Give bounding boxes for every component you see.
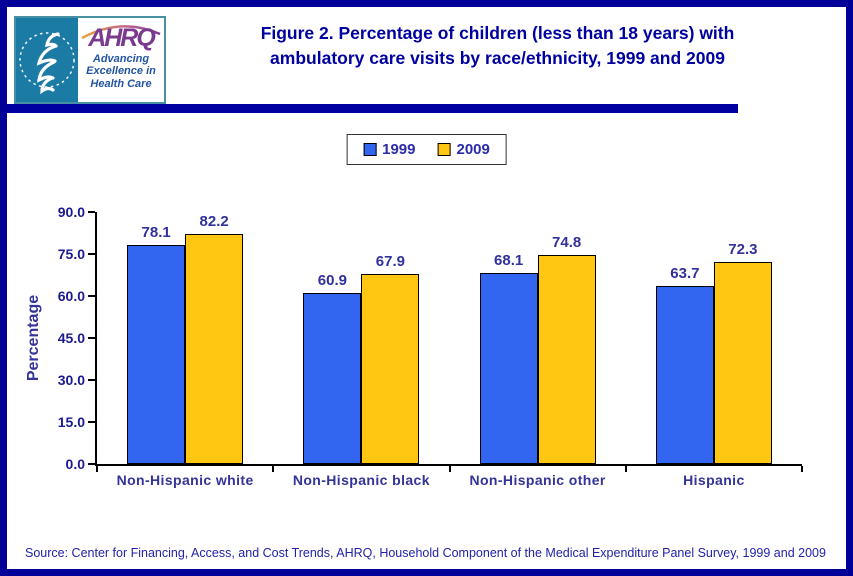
bar-value-label: 63.7 — [670, 264, 700, 282]
legend-item-1999: 1999 — [363, 141, 416, 158]
x-axis-tick-mark — [801, 466, 803, 472]
bar-value-label: 67.9 — [375, 252, 405, 270]
chart-legend: 1999 2009 — [346, 134, 507, 165]
y-axis-tick-label: 45.0 — [57, 330, 85, 346]
x-axis-tick-mark — [624, 466, 627, 472]
header-divider — [7, 104, 738, 113]
bar-group-1: 78.1 82.2 — [97, 213, 273, 464]
y-axis-tick-label: 30.0 — [57, 372, 85, 388]
x-axis-labels: Non-Hispanic white Non-Hispanic black Non-… — [97, 472, 802, 488]
y-axis-tick-mark — [88, 295, 95, 297]
bar-value-label: 74.8 — [552, 233, 582, 251]
x-axis-category-label: Hispanic — [683, 472, 745, 488]
ahrq-tagline: Advancing Excellence in Health Care — [86, 52, 156, 90]
x-axis-tick-mark — [448, 466, 451, 472]
y-axis-tick-mark — [88, 421, 95, 423]
figure-title: Figure 2. Percentage of children (less t… — [260, 23, 735, 68]
bar-2009: 82.2 — [185, 213, 244, 464]
bar-value-label: 60.9 — [317, 272, 347, 290]
y-axis-tick-label: 60.0 — [57, 288, 85, 304]
y-axis-tick-mark — [88, 379, 95, 381]
x-axis-category-label: Non-Hispanic white — [116, 472, 254, 488]
ahrq-acronym: AHRQ — [88, 24, 156, 52]
bar-group-2: 60.9 67.9 — [273, 253, 449, 464]
bar-1999: 68.1 — [479, 252, 538, 464]
legend-swatch-icon — [437, 143, 451, 156]
bar-1999: 78.1 — [127, 224, 186, 464]
y-axis-tick-mark — [88, 463, 95, 465]
bar-value-label: 72.3 — [728, 240, 758, 258]
bar-2009: 74.8 — [537, 234, 596, 464]
bar-value-label: 78.1 — [141, 224, 171, 242]
bar-1999: 60.9 — [303, 272, 362, 464]
hhs-eagle-icon — [16, 18, 78, 102]
y-axis-tick-label: 90.0 — [57, 204, 85, 220]
bar-value-label: 82.2 — [199, 212, 229, 230]
bar-value-label: 68.1 — [494, 252, 524, 270]
bar-2009: 67.9 — [361, 253, 420, 464]
y-axis-tick-label: 0.0 — [65, 456, 85, 472]
y-axis-tick-label: 75.0 — [57, 246, 85, 262]
x-axis-category-label: Non-Hispanic black — [292, 472, 430, 488]
source-note: Source: Center for Financing, Access, an… — [25, 546, 826, 560]
y-axis-tick-mark — [88, 337, 95, 339]
x-axis-tick-mark — [96, 466, 98, 472]
legend-label: 1999 — [382, 141, 416, 158]
bars-container: 78.1 82.2 60.9 67.9 68.1 74.8 63.7 72.3 — [97, 212, 802, 464]
ahrq-arc-icon — [81, 25, 161, 40]
y-axis-tick-label: 15.0 — [57, 414, 85, 430]
ahrq-hhs-logo: AHRQ Advancing Excellence in Health Care — [14, 16, 166, 104]
legend-swatch-icon — [363, 143, 377, 156]
y-axis-tick-mark — [88, 253, 95, 255]
bar-group-3: 68.1 74.8 — [450, 234, 626, 464]
plot-area: 78.1 82.2 60.9 67.9 68.1 74.8 63.7 72.3 0.0 15.0… — [58, 204, 803, 472]
bar-2009: 72.3 — [713, 241, 772, 464]
x-axis-category-label: Non-Hispanic other — [469, 472, 606, 488]
bar-1999: 63.7 — [655, 265, 714, 464]
legend-label: 2009 — [456, 141, 490, 158]
ahrq-logo-text: AHRQ Advancing Excellence in Health Care — [78, 18, 164, 102]
y-axis-tick-mark — [88, 211, 95, 213]
legend-item-2009: 2009 — [437, 141, 490, 158]
x-axis-tick-mark — [272, 466, 275, 472]
bar-group-4: 63.7 72.3 — [626, 241, 802, 464]
